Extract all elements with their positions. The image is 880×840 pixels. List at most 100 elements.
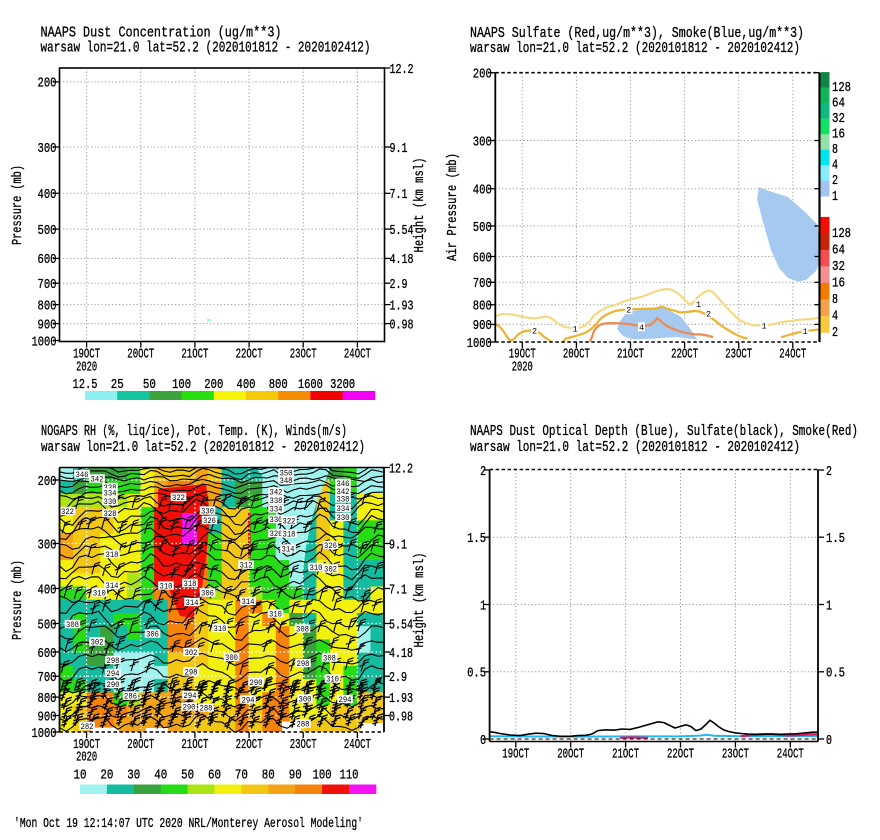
svg-text:4.18: 4.18 xyxy=(390,253,414,268)
svg-text:800: 800 xyxy=(269,378,288,393)
svg-text:306: 306 xyxy=(146,630,159,640)
svg-text:294: 294 xyxy=(242,696,255,706)
svg-text:2: 2 xyxy=(626,306,631,316)
svg-text:1: 1 xyxy=(480,599,486,614)
svg-text:314: 314 xyxy=(186,598,199,608)
svg-text:3200: 3200 xyxy=(330,378,355,393)
svg-text:5.54: 5.54 xyxy=(389,618,413,633)
svg-text:326: 326 xyxy=(270,529,283,539)
svg-text:298: 298 xyxy=(185,668,198,678)
svg-text:22OCT: 22OCT xyxy=(236,348,263,363)
svg-text:310: 310 xyxy=(326,675,339,685)
svg-text:16: 16 xyxy=(832,128,845,143)
svg-text:306: 306 xyxy=(201,589,214,599)
svg-text:5.54: 5.54 xyxy=(390,224,414,239)
svg-text:21OCT: 21OCT xyxy=(612,748,639,763)
svg-text:302: 302 xyxy=(185,648,198,658)
svg-text:310: 310 xyxy=(93,589,106,599)
svg-text:328: 328 xyxy=(104,509,117,519)
svg-text:12.5: 12.5 xyxy=(73,378,98,393)
svg-text:308: 308 xyxy=(66,620,79,630)
svg-text:308: 308 xyxy=(323,654,336,664)
svg-text:64: 64 xyxy=(832,97,845,112)
svg-text:322: 322 xyxy=(283,517,296,527)
svg-text:338: 338 xyxy=(270,496,283,506)
svg-text:warsaw lon=21.0 lat=52.2 (2020: warsaw lon=21.0 lat=52.2 (2020101812 - 2… xyxy=(470,40,800,57)
svg-text:128: 128 xyxy=(832,227,851,242)
svg-text:10: 10 xyxy=(74,769,87,784)
svg-text:334: 334 xyxy=(337,504,350,514)
svg-text:900: 900 xyxy=(473,319,492,334)
svg-text:300: 300 xyxy=(473,135,492,150)
svg-text:64: 64 xyxy=(832,243,845,258)
svg-text:warsaw lon=21.0 lat=52.2 (2020: warsaw lon=21.0 lat=52.2 (2020101812 - 2… xyxy=(41,40,371,57)
svg-text:60: 60 xyxy=(208,769,221,784)
svg-text:24OCT: 24OCT xyxy=(344,738,371,753)
svg-text:20OCT: 20OCT xyxy=(557,748,584,763)
svg-text:318: 318 xyxy=(106,550,119,560)
svg-text:24OCT: 24OCT xyxy=(779,348,806,363)
svg-text:294: 294 xyxy=(107,669,120,679)
svg-text:342: 342 xyxy=(337,487,350,497)
svg-text:500: 500 xyxy=(38,224,57,239)
svg-text:318: 318 xyxy=(184,579,197,589)
svg-text:128: 128 xyxy=(832,81,851,96)
svg-text:1: 1 xyxy=(696,300,701,310)
svg-text:100: 100 xyxy=(313,769,332,784)
svg-text:21OCT: 21OCT xyxy=(617,348,644,363)
svg-text:2020: 2020 xyxy=(512,361,533,376)
svg-text:330: 330 xyxy=(337,513,350,523)
svg-text:19OCT: 19OCT xyxy=(73,348,100,363)
svg-text:400: 400 xyxy=(38,188,57,203)
svg-text:Height (km msl): Height (km msl) xyxy=(413,553,428,648)
svg-text:600: 600 xyxy=(38,647,57,662)
svg-text:200: 200 xyxy=(204,378,223,393)
svg-text:294: 294 xyxy=(184,691,197,701)
svg-text:338: 338 xyxy=(337,495,350,505)
svg-text:19OCT: 19OCT xyxy=(73,738,100,753)
svg-text:4.18: 4.18 xyxy=(389,647,413,662)
svg-text:7.1: 7.1 xyxy=(389,583,407,598)
svg-text:2: 2 xyxy=(480,465,486,480)
svg-text:290: 290 xyxy=(250,678,263,688)
svg-text:310: 310 xyxy=(214,624,227,634)
svg-text:310: 310 xyxy=(310,563,323,573)
svg-text:80: 80 xyxy=(262,769,275,784)
svg-text:290: 290 xyxy=(107,680,120,690)
svg-text:20OCT: 20OCT xyxy=(127,348,154,363)
svg-text:0.98: 0.98 xyxy=(390,318,414,333)
svg-text:NAAPS Sulfate (Red,ug/m**3), S: NAAPS Sulfate (Red,ug/m**3), Smoke(Blue,… xyxy=(470,25,804,42)
svg-text:1000: 1000 xyxy=(32,727,57,742)
svg-text:200: 200 xyxy=(38,475,57,490)
svg-text:326: 326 xyxy=(203,516,216,526)
svg-text:500: 500 xyxy=(38,618,57,633)
svg-text:0: 0 xyxy=(480,734,486,749)
svg-text:310: 310 xyxy=(160,582,173,592)
svg-text:600: 600 xyxy=(473,251,492,266)
svg-text:4: 4 xyxy=(639,323,644,333)
svg-text:1.5: 1.5 xyxy=(826,532,845,547)
svg-text:NOGAPS RH (%, liq/ice), Pot. T: NOGAPS RH (%, liq/ice), Pot. Temp. (K), … xyxy=(41,423,347,440)
svg-text:200: 200 xyxy=(473,68,492,83)
svg-text:1: 1 xyxy=(761,322,766,332)
svg-text:334: 334 xyxy=(270,505,283,515)
svg-text:40: 40 xyxy=(154,769,167,784)
svg-text:290: 290 xyxy=(183,703,196,713)
svg-text:9.1: 9.1 xyxy=(390,142,408,157)
svg-text:20OCT: 20OCT xyxy=(563,348,590,363)
svg-text:200: 200 xyxy=(38,77,57,92)
svg-text:800: 800 xyxy=(38,299,57,314)
svg-text:308: 308 xyxy=(296,625,309,635)
svg-text:8: 8 xyxy=(832,143,838,158)
svg-text:20OCT: 20OCT xyxy=(127,738,154,753)
svg-text:2: 2 xyxy=(832,326,838,341)
svg-text:1: 1 xyxy=(826,599,832,614)
svg-text:21OCT: 21OCT xyxy=(181,738,208,753)
svg-text:100: 100 xyxy=(172,378,191,393)
svg-text:32: 32 xyxy=(832,112,845,127)
svg-text:400: 400 xyxy=(473,184,492,199)
svg-text:7.1: 7.1 xyxy=(390,188,408,203)
svg-text:0.98: 0.98 xyxy=(389,710,413,725)
svg-text:20: 20 xyxy=(100,769,113,784)
svg-text:300: 300 xyxy=(299,695,312,705)
